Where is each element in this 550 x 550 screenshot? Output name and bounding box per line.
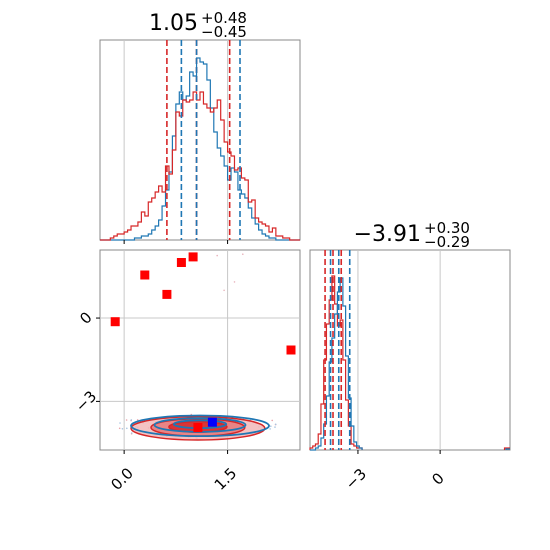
- joint-sample-dot: [216, 254, 218, 257]
- joint-point: [162, 289, 172, 299]
- joint-ytick-label: −3: [72, 387, 100, 415]
- joint-truth-point: [207, 417, 217, 427]
- joint-sample-dot: [274, 426, 276, 428]
- hist-2-series-a: [309, 275, 363, 450]
- hist-2-tail-b: [505, 448, 510, 450]
- joint-sample-dot: [121, 428, 124, 430]
- panel-hist-2: −3 0 −3.91 +0.30 −0.29: [309, 219, 511, 493]
- joint-sample-dot: [271, 419, 274, 422]
- panel-hist-1: 1.05 +0.48 −0.45: [99, 9, 301, 244]
- joint-sample-dot: [119, 422, 121, 424]
- joint-point: [286, 345, 296, 355]
- panel-joint-frame: [99, 249, 301, 451]
- panel-joint: 0 −3 0.0 1.5: [72, 249, 301, 494]
- param-2-title: −3.91: [354, 222, 421, 247]
- param-1-title-sub: −0.45: [201, 23, 247, 41]
- joint-sample-dot: [274, 423, 277, 426]
- joint-point: [188, 252, 198, 262]
- joint-contour-b: [130, 414, 270, 438]
- param-1-title: 1.05: [149, 11, 198, 36]
- joint-xtick-label: 1.5: [211, 464, 241, 494]
- panel-hist-1-frame: [99, 39, 301, 241]
- joint-ytick-label: 0: [76, 308, 95, 327]
- panel-hist-2-frame: [309, 249, 511, 451]
- joint-point: [140, 270, 150, 280]
- param-2-title-sup: +0.30: [424, 219, 470, 237]
- param-2-title-sub: −0.29: [424, 233, 470, 251]
- joint-sample-dot: [125, 419, 128, 421]
- joint-xtick-label: 0.0: [107, 464, 137, 494]
- joint-sample-dot: [130, 419, 133, 421]
- joint-sample-dot: [118, 427, 121, 430]
- hist-2-xtick-label: −3: [342, 465, 370, 493]
- joint-sample-dot: [270, 425, 272, 428]
- joint-sample-dot: [223, 289, 225, 292]
- joint-sample-dot: [126, 427, 128, 430]
- joint-point: [193, 423, 203, 432]
- param-1-title-sup: +0.48: [201, 9, 247, 27]
- hist-2-tail-a: [503, 447, 510, 450]
- hist-1-series-a: [100, 91, 300, 241]
- joint-point: [176, 258, 186, 267]
- hist-2-xtick-label: 0: [428, 469, 447, 488]
- joint-sample-dot: [233, 281, 236, 283]
- hist-2-series-b: [310, 277, 363, 451]
- joint-sample-dot: [136, 419, 139, 421]
- joint-sample-dot: [242, 253, 244, 255]
- joint-sample-dot: [131, 432, 133, 434]
- hist-1-series-b: [100, 57, 300, 241]
- joint-point: [110, 317, 120, 327]
- joint-sample-dot: [269, 428, 271, 430]
